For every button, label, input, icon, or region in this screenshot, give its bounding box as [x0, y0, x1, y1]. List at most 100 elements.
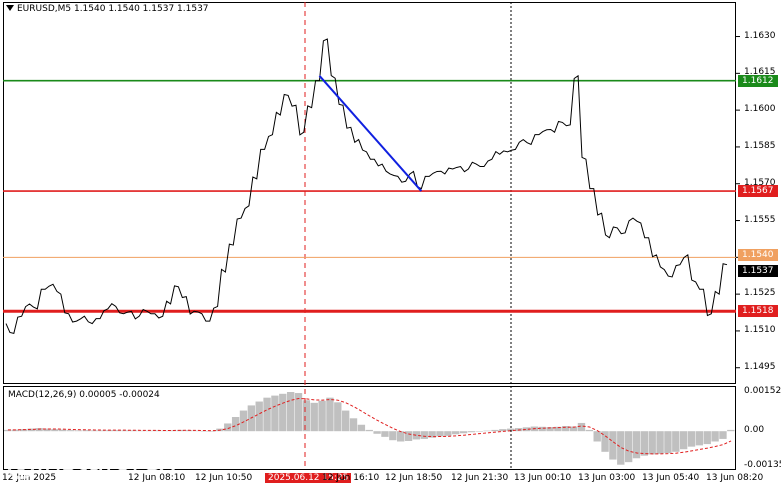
macd-bar	[679, 431, 688, 450]
level-tag-low: 1.1518	[738, 305, 778, 318]
macd-bar	[554, 426, 562, 432]
dropdown-triangle-icon[interactable]	[6, 5, 14, 11]
macd-bar	[467, 431, 476, 433]
time-label-10: 13 Jun 08:20	[706, 473, 764, 483]
price-tick-3: 1.1585	[744, 140, 776, 151]
macd-bar	[310, 402, 318, 432]
level-tag-current: 1.1537	[738, 264, 778, 277]
macd-bar	[82, 430, 90, 432]
price-tick-1: 1.1615	[744, 67, 776, 78]
macd-bar	[334, 402, 342, 432]
macd-bar	[231, 417, 240, 432]
price-tick-5: 1.1555	[744, 214, 776, 225]
macd-bar	[397, 431, 405, 442]
macd-bar	[208, 431, 216, 432]
macd-bar	[169, 430, 177, 432]
time-label-5: 12 Jun 18:50	[385, 473, 443, 483]
price-tick-4: 1.1570	[744, 177, 776, 188]
macd-bar	[200, 430, 208, 432]
macd-bar	[389, 431, 397, 441]
instaforex-watermark: instaforex Instant Forex Trading	[6, 443, 176, 490]
macd-bar	[507, 428, 515, 432]
macd-signal-line	[7, 397, 732, 455]
macd-bar	[35, 428, 43, 432]
macd-bar	[632, 431, 641, 459]
macd-bar	[412, 431, 421, 440]
macd-bar	[601, 431, 609, 452]
macd-bar	[436, 431, 444, 437]
time-label-highlight: 2025.06.12 15:25	[265, 473, 352, 483]
price-tick-7: 1.1525	[744, 288, 776, 299]
macd-bar	[341, 410, 350, 432]
price-grid	[736, 36, 740, 369]
macd-tick-0: 0.00152	[744, 386, 781, 396]
macd-bar	[664, 431, 672, 454]
macd-bar	[224, 423, 232, 432]
macd-bar	[522, 427, 531, 432]
macd-bar	[703, 431, 711, 445]
macd-bar	[617, 431, 625, 465]
macd-bar	[121, 430, 130, 432]
macd-bar	[255, 401, 263, 432]
time-label-8: 13 Jun 03:00	[578, 473, 636, 483]
macd-bar	[452, 431, 460, 435]
macd-bar	[137, 430, 145, 432]
macd-bar	[90, 430, 98, 432]
macd-bar	[4, 429, 12, 432]
macd-bar	[491, 429, 499, 432]
macd-bar	[648, 431, 656, 455]
macd-bar	[546, 427, 554, 432]
macd-bar	[365, 429, 373, 432]
macd-bar	[59, 429, 67, 432]
macd-bar	[192, 430, 201, 432]
macd-bar	[624, 431, 633, 463]
macd-bar	[420, 431, 428, 439]
macd-bar	[153, 430, 161, 432]
time-label-1: 12 Jun 08:10	[128, 473, 186, 483]
macd-title: MACD(12,26,9) 0.00005 -0.00024	[8, 390, 160, 400]
macd-bar	[106, 430, 114, 432]
macd-bar	[294, 393, 303, 432]
price-tick-2: 1.1600	[744, 104, 776, 115]
macd-bar	[656, 431, 664, 454]
level-tag-upper: 1.1612	[738, 74, 778, 87]
macd-bar	[711, 431, 719, 442]
macd-tick-1: 0.00	[744, 425, 765, 436]
macd-bar	[483, 430, 491, 432]
time-label-0: 12 Jun 2025	[2, 473, 57, 483]
macd-bar	[577, 422, 586, 432]
macd-bar	[672, 431, 680, 452]
macd-bar	[318, 400, 326, 432]
macd-bar	[593, 431, 601, 442]
macd-bar	[585, 429, 594, 432]
macd-bar	[381, 431, 389, 437]
level-tag-bid: 1.1540	[738, 249, 778, 262]
price-tick-8: 1.1510	[744, 324, 776, 335]
time-label-9: 13 Jun 05:40	[642, 473, 700, 483]
macd-bar	[302, 400, 311, 432]
macd-bar	[11, 429, 20, 432]
macd-bar	[357, 424, 366, 432]
macd-bar	[271, 395, 279, 432]
macd-bar	[51, 429, 59, 432]
price-tick-9: 1.1495	[744, 361, 776, 372]
macd-bar	[727, 429, 735, 432]
chart-header: EURUSD,M5 1.1540 1.1540 1.1537 1.1537	[6, 4, 209, 14]
macd-bar	[286, 392, 295, 432]
macd-bar	[349, 418, 358, 432]
symbol-info: EURUSD,M5 1.1540 1.1540 1.1537 1.1537	[17, 4, 209, 14]
watermark-tagline: Instant Forex Trading	[42, 476, 158, 490]
macd-bar	[114, 430, 122, 432]
level-tag-mid: 1.1567	[738, 185, 778, 198]
macd-bar	[129, 430, 138, 432]
macd-bar	[444, 431, 452, 436]
macd-bar	[719, 431, 727, 439]
macd-bar	[499, 429, 507, 432]
macd-bar	[66, 430, 75, 432]
macd-bar	[640, 431, 649, 456]
macd-bar	[538, 426, 546, 432]
trendline	[318, 75, 423, 192]
macd-bar	[695, 431, 704, 446]
macd-bar	[43, 428, 51, 432]
